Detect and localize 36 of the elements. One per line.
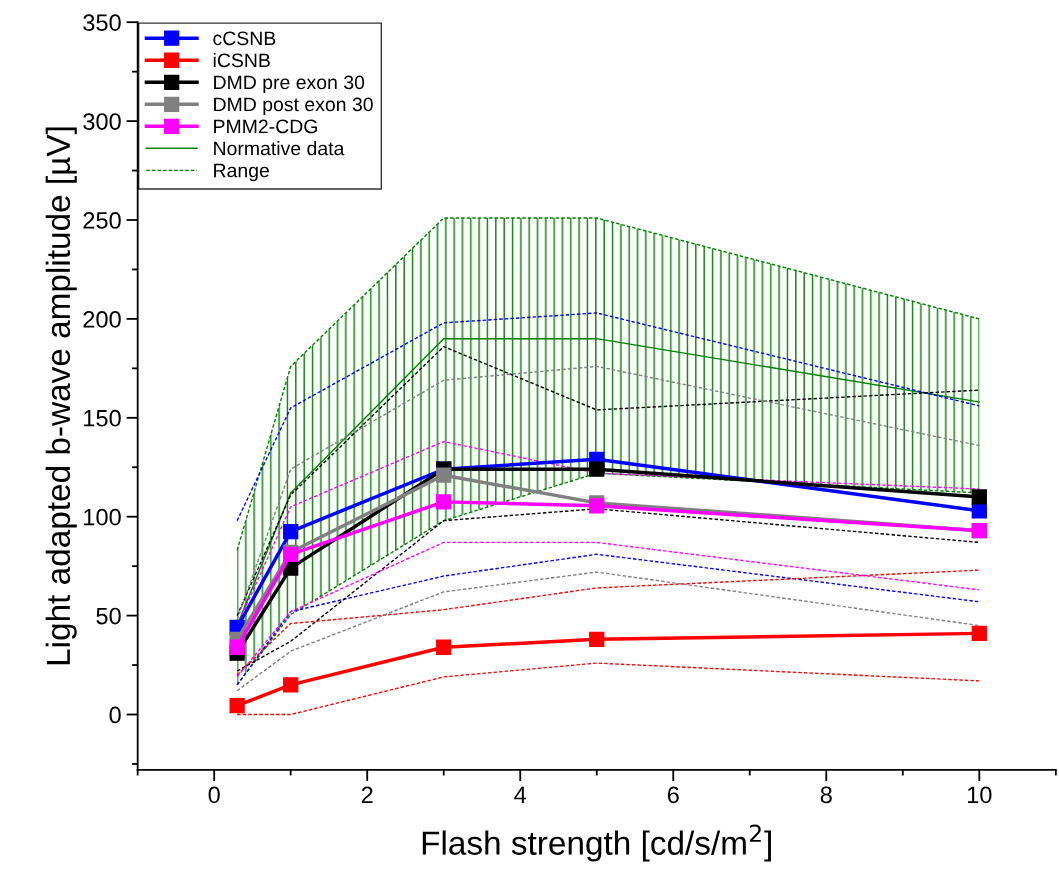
point	[589, 461, 605, 477]
legend-label: cCSNB	[213, 31, 276, 46]
y-tick-label: 100	[84, 508, 121, 526]
x-tick-label: 0	[208, 786, 220, 804]
y-tick-label: 350	[83, 14, 121, 31]
x-tick-label: 6	[667, 786, 679, 804]
y-tick-label: 50	[96, 607, 121, 625]
point	[283, 523, 299, 540]
point	[229, 639, 245, 655]
point	[971, 625, 987, 642]
point	[436, 494, 452, 510]
line-series	[236, 312, 981, 522]
y-tick-label: 150	[84, 409, 121, 427]
x-tick-label: 2	[361, 786, 373, 803]
x-tick-label: 8	[820, 786, 832, 804]
legend-label: PMM2-CDG	[214, 119, 317, 134]
y-tick-label: 200	[83, 310, 121, 328]
y-tick-label: 300	[83, 113, 121, 130]
legend-label: Range	[214, 163, 269, 182]
legend-label: DMD post exon 30	[214, 97, 373, 116]
y-tick-label: 250	[83, 212, 121, 229]
point	[589, 631, 605, 647]
point	[229, 697, 245, 714]
line-series	[236, 217, 981, 552]
point	[436, 467, 452, 483]
point	[283, 677, 299, 693]
legend-label: iCSNB	[213, 52, 270, 68]
point	[436, 639, 452, 655]
y-axis-title: Light adapted b-wave amplitude [µV]	[45, 127, 77, 665]
legend-label: DMD pre exon 30	[214, 75, 365, 94]
x-tick-label: 4	[514, 786, 527, 803]
point	[971, 489, 987, 505]
y-tick-label: 0	[109, 706, 121, 724]
legend-label: Normative data	[214, 141, 345, 156]
x-tick-label: 10	[967, 786, 992, 804]
x-axis-title: Flash strength [cd/s/m$^{2}$]	[422, 824, 771, 862]
